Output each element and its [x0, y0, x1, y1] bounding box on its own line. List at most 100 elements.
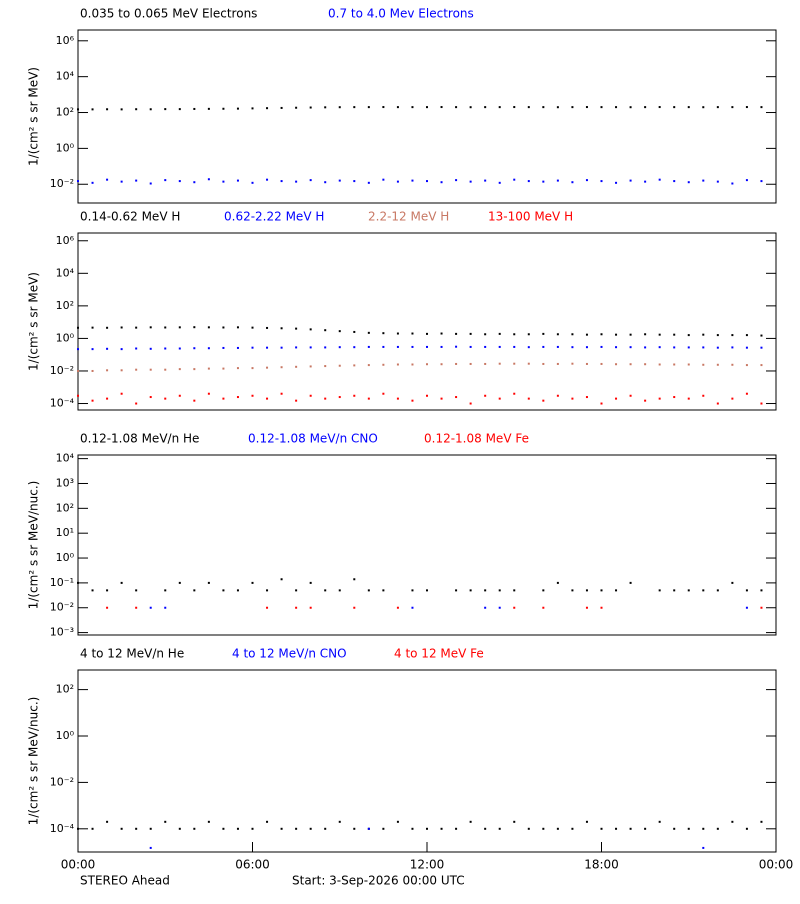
data-point	[280, 366, 283, 369]
data-point	[164, 108, 167, 111]
plot-frame	[77, 454, 777, 636]
data-point	[309, 328, 312, 331]
data-point	[644, 399, 647, 402]
data-point	[426, 332, 428, 335]
data-point	[600, 606, 603, 609]
data-point	[266, 606, 269, 609]
data-point	[367, 345, 370, 348]
data-point	[571, 346, 574, 349]
data-point	[149, 182, 152, 185]
data-point	[266, 178, 269, 181]
data-point	[556, 581, 559, 584]
data-point	[469, 332, 472, 335]
data-point	[484, 345, 487, 348]
data-point	[716, 363, 719, 366]
data-point	[251, 394, 254, 397]
data-point	[295, 346, 298, 349]
x-tick-label: 12:00	[410, 858, 445, 872]
data-point	[600, 333, 603, 336]
data-point	[687, 181, 690, 184]
data-point	[280, 392, 283, 395]
data-point	[106, 606, 109, 609]
data-point	[702, 179, 705, 182]
data-point	[629, 827, 632, 830]
data-point	[556, 362, 559, 365]
data-point	[527, 106, 530, 109]
legend-entry: 0.7 to 4.0 Mev Electrons	[328, 7, 474, 21]
data-point	[135, 347, 138, 350]
data-point	[731, 397, 734, 400]
data-point	[120, 348, 123, 351]
y-tick-label: 10⁴	[56, 266, 75, 279]
data-point	[338, 330, 341, 333]
data-point	[193, 181, 196, 184]
data-point	[585, 606, 588, 609]
data-point	[600, 402, 603, 405]
data-point	[295, 606, 298, 609]
data-point	[629, 106, 632, 109]
data-point	[77, 581, 79, 584]
data-point	[716, 346, 719, 349]
data-point	[367, 364, 370, 367]
data-point	[426, 180, 428, 183]
data-point	[251, 827, 254, 830]
data-point	[367, 589, 370, 592]
data-point	[644, 106, 647, 109]
data-point	[178, 827, 181, 830]
data-point	[585, 179, 588, 182]
data-point	[77, 369, 79, 372]
data-point	[469, 820, 472, 823]
data-point	[236, 107, 239, 110]
data-point	[338, 106, 341, 109]
data-point	[702, 333, 705, 336]
data-point	[309, 365, 312, 368]
data-point	[396, 106, 399, 109]
plot-frame	[77, 669, 777, 853]
data-point	[207, 581, 210, 584]
data-point	[600, 362, 603, 365]
data-point	[135, 589, 138, 592]
data-point	[760, 346, 763, 349]
data-point	[207, 820, 210, 823]
data-point	[673, 589, 676, 592]
data-point	[193, 347, 196, 350]
data-point	[193, 827, 196, 830]
data-point	[687, 334, 690, 337]
data-point	[353, 330, 356, 333]
data-point	[426, 827, 428, 830]
data-point	[222, 107, 225, 110]
data-point	[629, 179, 632, 182]
data-point	[353, 394, 356, 397]
data-point	[353, 106, 356, 109]
data-point	[411, 589, 414, 592]
data-point	[469, 362, 472, 365]
data-point	[716, 180, 719, 183]
y-tick-label: 10²	[56, 501, 74, 514]
data-point	[644, 180, 647, 183]
data-point	[280, 346, 283, 349]
data-point	[178, 326, 181, 329]
data-point	[164, 179, 167, 182]
data-point	[251, 346, 254, 349]
data-point	[440, 332, 443, 335]
data-point	[353, 827, 356, 830]
data-point	[149, 846, 152, 849]
data-point	[178, 108, 181, 111]
data-point	[382, 392, 385, 395]
data-point	[629, 333, 632, 336]
data-point	[222, 589, 225, 592]
data-point	[600, 106, 603, 109]
data-point	[178, 581, 181, 584]
data-point	[658, 820, 661, 823]
data-point	[673, 827, 676, 830]
data-point	[542, 362, 545, 365]
data-point	[222, 346, 225, 349]
data-point	[367, 106, 370, 109]
data-point	[629, 346, 632, 349]
data-point	[542, 399, 545, 402]
data-point	[222, 367, 225, 370]
data-point	[411, 399, 414, 402]
data-point	[178, 180, 181, 183]
legend-entry: 4 to 12 MeV/n He	[80, 647, 184, 661]
data-point	[309, 606, 312, 609]
